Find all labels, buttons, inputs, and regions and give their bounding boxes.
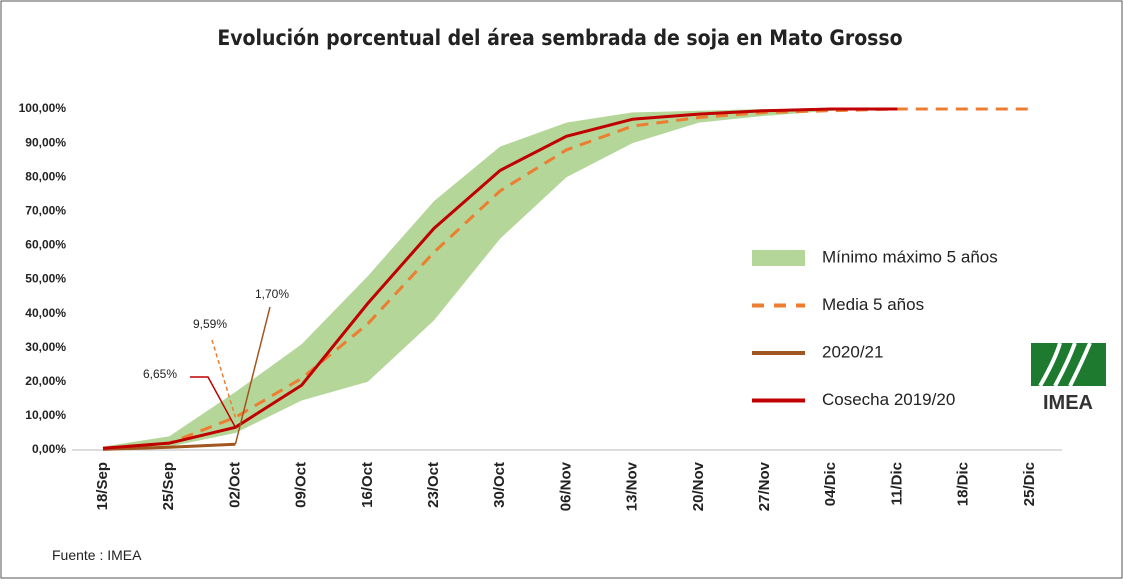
legend-label: Media 5 años: [822, 295, 924, 314]
x-tick-label: 27/Nov: [756, 461, 773, 511]
data-label: 9,59%: [193, 317, 227, 331]
y-tick-label: 100,00%: [19, 101, 67, 115]
y-tick-label: 70,00%: [25, 203, 66, 217]
label-leader: [190, 376, 237, 428]
logo-text: IMEA: [1043, 392, 1093, 414]
x-tick-label: 23/Oct: [425, 462, 442, 508]
y-tick-label: 40,00%: [25, 306, 66, 320]
series-line: [102, 107, 1030, 450]
y-tick-label: 30,00%: [25, 340, 66, 354]
legend-label: Mínimo máximo 5 años: [822, 247, 998, 266]
x-tick-label: 06/Nov: [557, 461, 574, 511]
logo-stripes: [1038, 342, 1092, 387]
source: Fuente : IMEA: [52, 547, 142, 563]
y-tick-label: 60,00%: [25, 238, 66, 252]
legend-label: 2020/21: [822, 342, 883, 361]
x-tick-label: 09/Oct: [293, 462, 310, 508]
chart-title: Evolución porcentual del área sembrada d…: [217, 26, 902, 50]
x-tick-label: 20/Nov: [690, 461, 707, 511]
y-tick-label: 20,00%: [25, 374, 66, 388]
legend-swatch: [752, 250, 805, 266]
y-tick-label: 10,00%: [25, 408, 66, 422]
data-label: 6,65%: [143, 367, 177, 381]
data-label: 1,70%: [255, 287, 289, 301]
y-tick-label: 50,00%: [25, 272, 66, 286]
y-tick-label: 80,00%: [25, 169, 66, 183]
x-tick-label: 30/Oct: [491, 462, 508, 508]
y-tick-label: 0,00%: [32, 442, 66, 456]
x-tick-label: 02/Oct: [226, 462, 243, 508]
x-tick-label: 13/Nov: [624, 461, 641, 511]
x-tick-label: 11/Dic: [888, 462, 905, 505]
x-tick-label: 18/Sep: [94, 462, 111, 510]
x-tick-label: 16/Oct: [359, 462, 376, 508]
range-band: [103, 109, 898, 450]
y-tick-label: 90,00%: [25, 135, 66, 149]
logo: IMEA: [1031, 342, 1106, 414]
x-tick-label: 25/Dic: [1021, 462, 1038, 506]
x-tick-label: 04/Dic: [822, 462, 839, 506]
legend-label: Cosecha 2019/20: [822, 390, 955, 409]
x-tick-label: 25/Sep: [160, 462, 177, 510]
series-line: [102, 442, 236, 451]
x-tick-label: 18/Dic: [955, 462, 972, 506]
label-leader: [234, 306, 271, 445]
